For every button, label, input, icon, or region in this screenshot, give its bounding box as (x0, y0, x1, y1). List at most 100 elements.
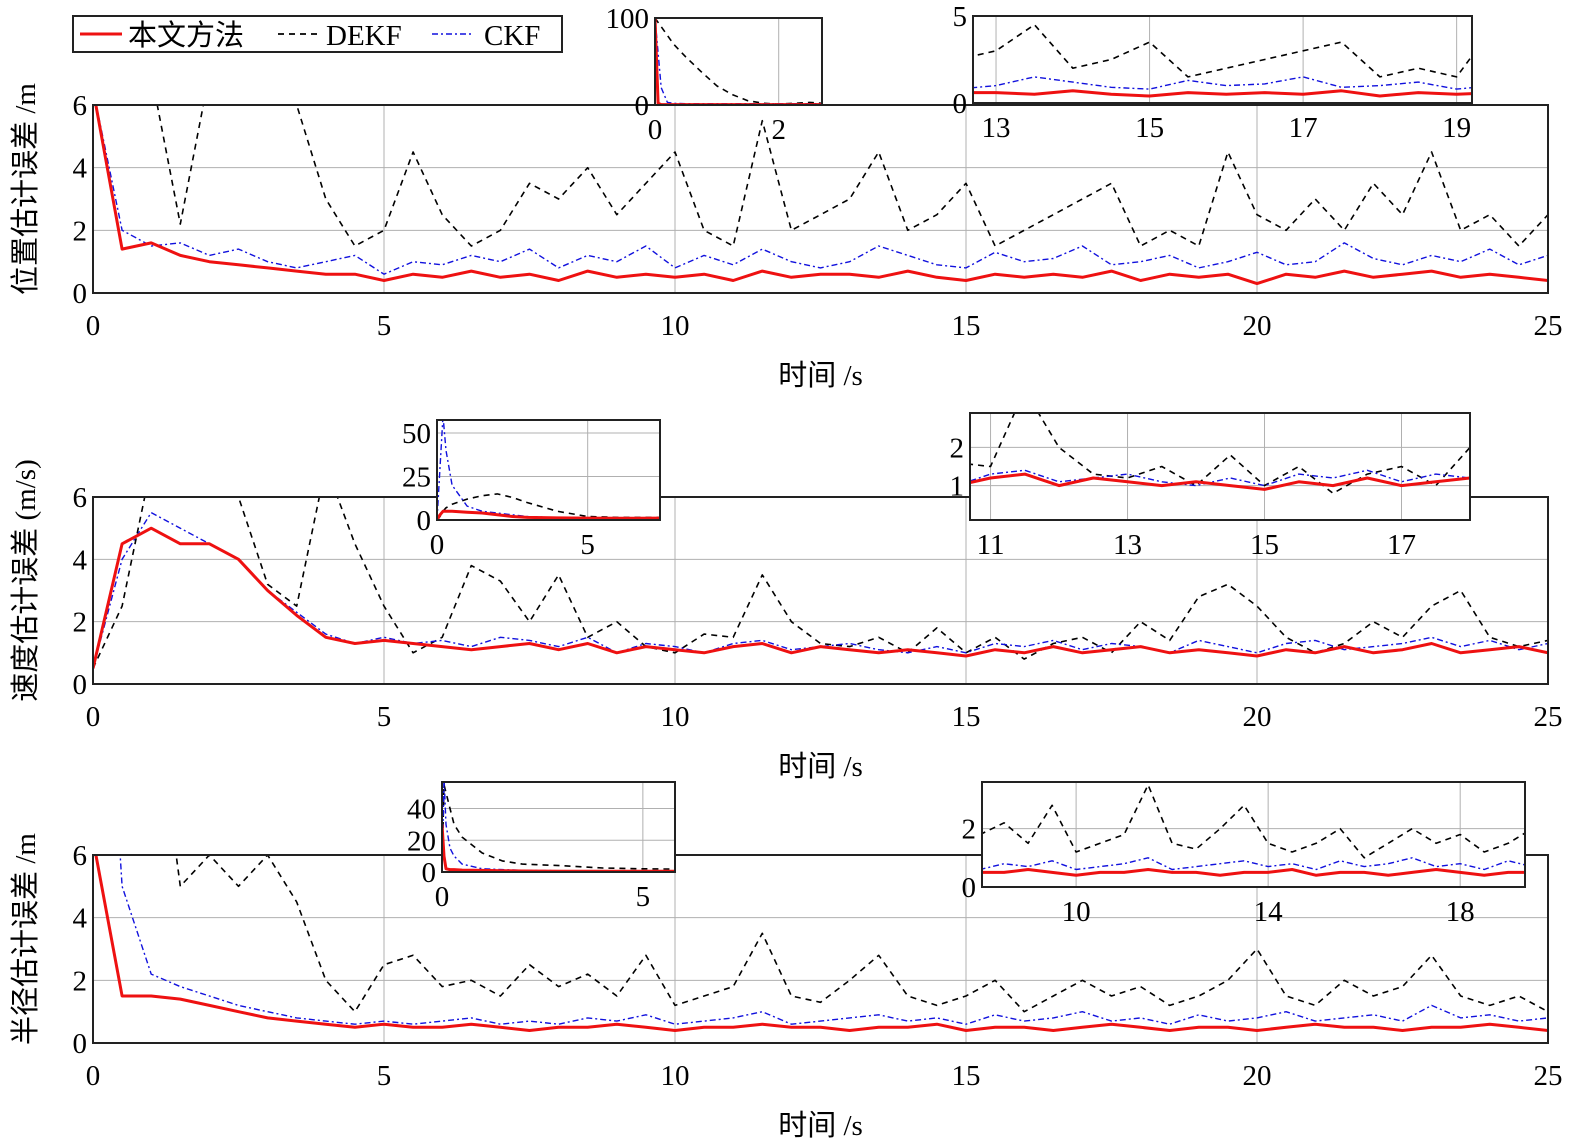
x-tick-label: 0 (86, 1060, 101, 1092)
x-tick-label: 25 (1534, 310, 1563, 342)
inset-y-tick-label: 0 (417, 505, 432, 537)
inset-plot-area (437, 420, 660, 520)
inset-x-tick-label: 0 (435, 881, 450, 913)
y-tick-label: 2 (73, 215, 88, 247)
y-tick-label: 6 (73, 90, 88, 122)
inset-y-tick-label: 25 (402, 462, 431, 494)
x-tick-label: 15 (952, 701, 981, 733)
x-axis-label: 时间 /s (778, 750, 863, 783)
y-tick-label: 4 (73, 903, 88, 935)
series-line-proposed (93, 526, 1548, 669)
x-axis-label: 时间 /s (778, 1109, 863, 1142)
inset-y-tick-label: 2 (962, 814, 977, 846)
inset-x-tick-label: 5 (636, 881, 651, 913)
plot-area (93, 497, 1548, 684)
inset-x-tick-label: 19 (1442, 112, 1471, 144)
inset-y-tick-label: 0 (953, 88, 968, 120)
inset-plot-area (442, 782, 675, 872)
legend-box (72, 15, 563, 53)
y-axis-label: 半径估计误差 /m (9, 833, 42, 1045)
series-line-proposed (94, 855, 1548, 1032)
series-line-dekf (175, 855, 1548, 1013)
inset-x-tick-label: 5 (580, 529, 595, 561)
inset-series-line-ckf (442, 782, 675, 872)
series-line-ckf (119, 855, 1548, 1025)
inset-y-tick-label: 0 (962, 872, 977, 904)
inset-y-tick-label: 100 (606, 3, 650, 35)
inset-x-tick-label: 18 (1446, 896, 1475, 928)
inset-axes-frame (972, 15, 1473, 104)
inset-y-tick-label: 0 (422, 857, 437, 889)
y-tick-label: 4 (73, 153, 88, 185)
inset-series-line-proposed (437, 509, 660, 520)
legend-label-dekf: DEKF (326, 20, 402, 52)
inset-series-line-proposed (982, 868, 1525, 877)
y-tick-label: 2 (73, 965, 88, 997)
inset-x-tick-label: 0 (648, 114, 663, 146)
inset-axes-frame (981, 781, 1526, 888)
x-tick-label: 5 (377, 310, 392, 342)
y-tick-label: 0 (73, 669, 88, 701)
inset-series-group (437, 420, 660, 520)
inset-3-2: 10 14 18 0 2 (962, 781, 1526, 928)
x-tick-label: 20 (1243, 1060, 1272, 1092)
x-tick-label: 20 (1243, 310, 1272, 342)
inset-axes-frame (436, 419, 661, 521)
inset-plot-area (970, 413, 1470, 520)
x-axis-label: 时间 /s (778, 359, 863, 392)
inset-2-2: 11 13 15 17 1 2 (950, 412, 1471, 561)
inset-y-tick-label: 50 (402, 418, 431, 450)
inset-series-group (970, 413, 1470, 495)
inset-x-tick-label: 15 (1250, 529, 1279, 561)
series-group (94, 855, 1548, 1032)
x-tick-label: 5 (377, 701, 392, 733)
inset-axes-frame (654, 17, 823, 106)
x-tick-label: 0 (86, 310, 101, 342)
inset-1-1: 0 2 0 100 (606, 3, 823, 146)
x-tick-label: 10 (661, 1060, 690, 1092)
axes-frame (92, 854, 1549, 1044)
inset-axes-frame (441, 781, 676, 873)
y-tick-label: 0 (73, 1028, 88, 1060)
inset-x-tick-label: 13 (982, 112, 1011, 144)
x-tick-label: 25 (1534, 1060, 1563, 1092)
inset-series-group (982, 784, 1525, 877)
series-line-ckf (93, 511, 1548, 669)
x-tick-label: 25 (1534, 701, 1563, 733)
inset-x-tick-label: 15 (1135, 112, 1164, 144)
series-group (93, 497, 1548, 669)
inset-plot-area (973, 16, 1472, 103)
plot-area (93, 105, 1548, 293)
inset-y-tick-label: 1 (950, 471, 965, 503)
y-tick-label: 0 (73, 278, 88, 310)
y-tick-label: 6 (73, 840, 88, 872)
inset-x-tick-label: 11 (977, 529, 1005, 561)
y-tick-label: 4 (73, 544, 88, 576)
inset-x-tick-label: 13 (1113, 529, 1142, 561)
series-line-ckf (95, 105, 1548, 275)
series-line-dekf (156, 105, 1548, 247)
x-tick-label: 20 (1243, 701, 1272, 733)
x-tick-label: 5 (377, 1060, 392, 1092)
y-tick-label: 6 (73, 482, 88, 514)
inset-y-tick-label: 40 (407, 794, 436, 826)
y-tick-label: 2 (73, 607, 88, 639)
inset-x-tick-label: 0 (430, 529, 445, 561)
inset-x-tick-label: 10 (1062, 896, 1091, 928)
legend-label-proposed: 本文方法 (128, 19, 244, 52)
series-line-proposed (94, 105, 1548, 286)
inset-series-line-proposed (970, 472, 1470, 491)
inset-x-tick-label: 2 (771, 114, 786, 146)
inset-y-tick-label: 2 (950, 432, 965, 464)
inset-series-line-dekf (442, 783, 675, 872)
x-tick-label: 10 (661, 310, 690, 342)
inset-y-tick-label: 5 (953, 1, 968, 33)
y-axis-label: 速度估计误差 (m/s) (9, 459, 42, 701)
y-axis-label: 位置估计误差 /m (9, 83, 42, 295)
inset-x-tick-label: 14 (1254, 896, 1284, 928)
